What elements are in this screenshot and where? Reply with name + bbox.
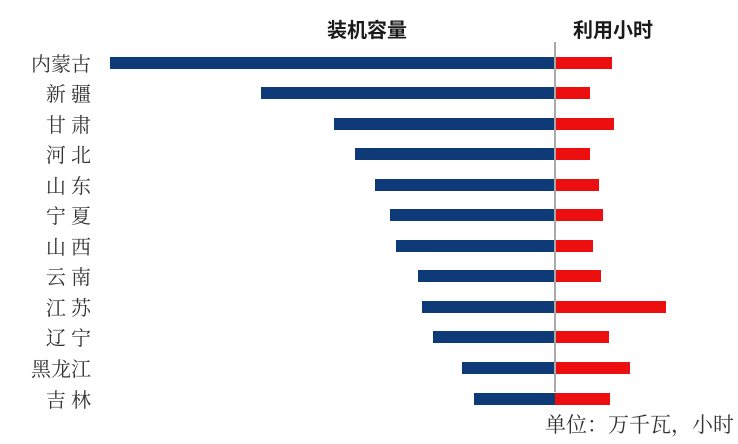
hours-bar <box>555 362 630 374</box>
province-label: 内蒙古 <box>31 47 91 77</box>
capacity-bar <box>390 209 555 222</box>
capacity-bar <box>462 362 555 374</box>
hours-bar <box>555 331 609 344</box>
province-label: 河 北 <box>45 139 91 169</box>
capacity-bar <box>396 239 555 252</box>
capacity-column-title: 装机容量 <box>327 14 407 43</box>
province-label: 新 疆 <box>45 78 91 108</box>
hours-bar <box>555 117 615 130</box>
province-label: 山 西 <box>45 230 91 260</box>
province-label: 辽 宁 <box>45 322 91 352</box>
capacity-bar <box>374 178 555 191</box>
province-label: 宁 夏 <box>45 200 91 230</box>
capacity-bar <box>109 56 555 69</box>
hours-bar <box>555 148 591 161</box>
capacity-bar <box>421 300 555 313</box>
hours-bar <box>555 56 612 69</box>
province-label: 甘 肃 <box>45 108 91 138</box>
capacity-bar <box>354 148 555 161</box>
hours-bar <box>555 392 610 405</box>
hours-bar <box>555 300 666 313</box>
hours-column-title: 利用小时 <box>573 14 653 43</box>
hours-bar <box>555 87 590 100</box>
province-label: 吉 林 <box>45 383 91 413</box>
province-label: 云 南 <box>45 261 91 291</box>
capacity-bar <box>432 331 555 344</box>
capacity-bar <box>474 392 555 405</box>
capacity-bar <box>417 270 555 283</box>
capacity-bar <box>333 117 555 130</box>
hours-bar <box>555 270 601 283</box>
hours-bar <box>555 209 603 222</box>
center-axis-line <box>553 41 557 392</box>
capacity-bar <box>260 87 555 100</box>
province-label: 江 苏 <box>45 291 91 321</box>
unit-footnote: 单位：万千瓦，小时 <box>545 409 734 439</box>
hours-bar <box>555 239 593 252</box>
province-label: 黑龙江 <box>31 353 91 382</box>
hours-bar <box>555 178 600 191</box>
province-label: 山 东 <box>45 169 91 199</box>
